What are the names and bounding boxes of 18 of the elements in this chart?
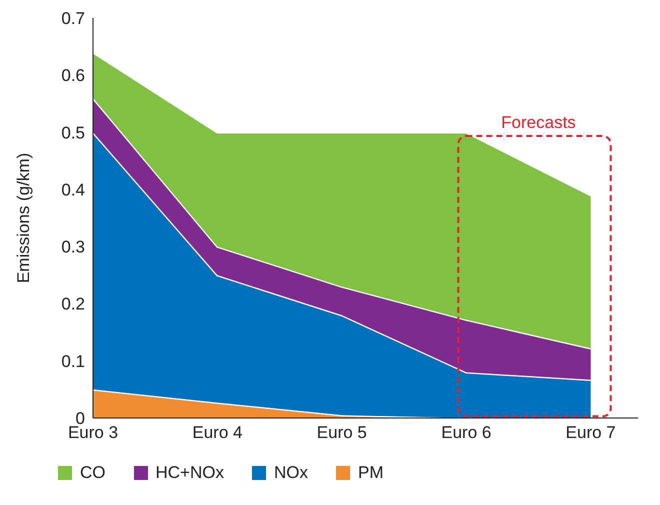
y-tick-label: 0.7 <box>61 9 85 28</box>
y-tick-label: 0.1 <box>61 352 85 371</box>
y-tick-label: 0.5 <box>61 123 85 142</box>
legend-label: CO <box>80 463 106 483</box>
legend-label: NOx <box>274 463 308 483</box>
y-tick-label: 0.3 <box>61 238 85 257</box>
x-tick-label: Euro 7 <box>566 423 616 442</box>
x-tick-label: Euro 6 <box>441 423 492 442</box>
legend-label: PM <box>358 463 384 483</box>
legend-label: HC+NOx <box>156 463 224 483</box>
y-tick-label: 0.6 <box>61 66 85 86</box>
y-tick-label: 0.4 <box>61 180 85 200</box>
annotation: Forecasts <box>501 113 576 132</box>
x-tick-label: Euro 4 <box>192 423 242 442</box>
x-tick-label: Euro 5 <box>316 423 367 442</box>
y-axis-title: Emissions (g/km) <box>14 152 34 284</box>
x-tick-label: Euro 3 <box>68 423 118 442</box>
y-tick-label: 0.2 <box>61 294 85 314</box>
